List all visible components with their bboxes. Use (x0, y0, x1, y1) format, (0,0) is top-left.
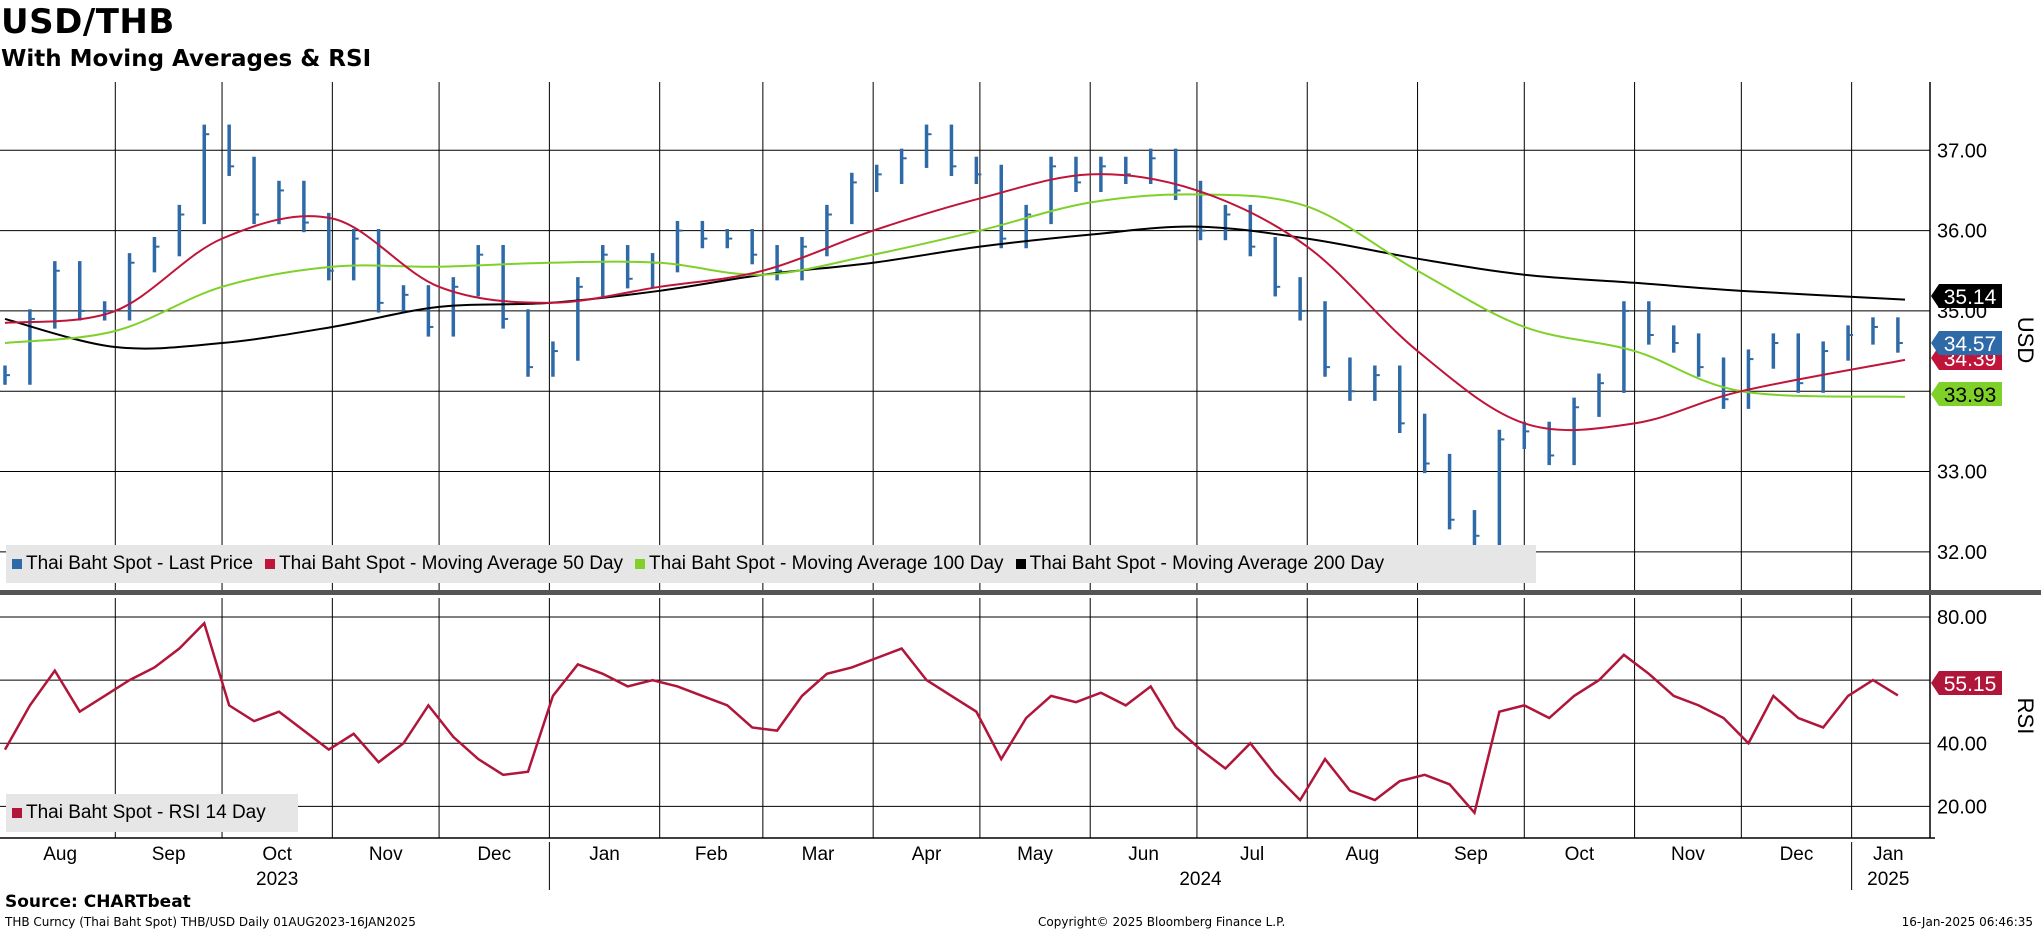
y-tick-label: 20.00 (1937, 796, 1987, 818)
y-tick-label: 32.00 (1937, 542, 1987, 564)
x-month-label: Dec (1780, 844, 1814, 865)
footer-copyright: Copyright© 2025 Bloomberg Finance L.P. (1038, 915, 1286, 929)
legend-swatch-last-price (12, 559, 22, 569)
x-month-label: Aug (1345, 844, 1379, 865)
x-month-label: Jun (1128, 844, 1159, 865)
ma100-line (4, 193, 1906, 398)
price-legend: Thai Baht Spot - Last Price Thai Baht Sp… (6, 545, 1536, 583)
x-year-label: 2023 (256, 869, 298, 890)
price-series (3, 124, 1903, 546)
gridlines (0, 82, 1930, 838)
x-month-label: Aug (43, 844, 77, 865)
last-label-ma200: 35.14 (1944, 286, 1997, 309)
last-label-price: 34.57 (1944, 333, 1997, 356)
legend-swatch-ma200 (1015, 559, 1026, 569)
chart-subtitle: With Moving Averages & RSI (1, 46, 372, 72)
y-tick-label: 37.00 (1937, 140, 1987, 162)
legend-swatch-ma50 (265, 559, 276, 569)
rsi-legend: Thai Baht Spot - RSI 14 Day (6, 794, 298, 832)
x-year-label: 2024 (1179, 869, 1222, 890)
rsi-series (3, 620, 1899, 816)
ma200-line (4, 225, 1906, 350)
last-label-ma100-bg (1931, 382, 2002, 406)
panel-divider (0, 590, 2041, 595)
legend-item-last-price: Thai Baht Spot - Last Price (12, 553, 253, 575)
moving-average-series (4, 173, 1906, 432)
legend-item-ma50: Thai Baht Spot - Moving Average 50 Day (265, 553, 623, 575)
x-month-label: Mar (802, 844, 835, 865)
x-month-label: Sep (152, 844, 186, 865)
x-month-label: Nov (1671, 844, 1705, 865)
last-label-rsi: 55.15 (1944, 673, 1997, 696)
y-axis-title: RSI (2013, 698, 2038, 735)
legend-label-ma50: Thai Baht Spot - Moving Average 50 Day (279, 553, 624, 574)
x-month-label: Oct (262, 844, 292, 865)
legend-item-ma100: Thai Baht Spot - Moving Average 100 Day (635, 553, 1004, 575)
legend-label-ma100: Thai Baht Spot - Moving Average 100 Day (649, 553, 1004, 574)
legend-swatch-rsi (12, 808, 22, 818)
axes: Aug Sep Oct Nov Dec Jan Feb Mar Apr May Jun Jul Aug S… (0, 82, 2041, 890)
y-tick-label: 80.00 (1937, 607, 1987, 629)
x-month-label: Feb (695, 844, 728, 865)
chart-title: USD/THB (1, 2, 175, 42)
legend-label-last-price: Thai Baht Spot - Last Price (26, 553, 254, 574)
x-month-label: May (1017, 844, 1053, 865)
last-label-price-bg (1931, 331, 2002, 355)
legend-item-rsi: Thai Baht Spot - RSI 14 Day (12, 802, 266, 824)
x-month-label: Jan (1873, 844, 1904, 865)
x-month-label: Apr (912, 844, 942, 865)
footer-timestamp: 16-Jan-2025 06:46:35 (1901, 915, 2033, 929)
y-axis-title: USD (2013, 317, 2038, 363)
x-month-label: Jan (589, 844, 620, 865)
legend-swatch-ma100 (635, 559, 646, 569)
source-note: Source: CHARTbeat (5, 892, 191, 912)
x-month-label: Sep (1454, 844, 1488, 865)
y-tick-label: 33.00 (1937, 462, 1987, 484)
x-month-label: Dec (477, 844, 511, 865)
last-label-rsi-bg (1931, 671, 2002, 695)
y-tick-label: 36.00 (1937, 221, 1987, 243)
x-month-label: Jul (1240, 844, 1264, 865)
ma50-line (4, 173, 1906, 432)
x-month-label: Nov (369, 844, 403, 865)
legend-label-rsi: Thai Baht Spot - RSI 14 Day (26, 802, 266, 823)
footer-ticker-info: THB Curncy (Thai Baht Spot) THB/USD Dail… (5, 915, 416, 929)
x-year-label: 2025 (1867, 869, 1909, 890)
last-label-ma200-bg (1931, 284, 2002, 308)
y-tick-label: 40.00 (1937, 733, 1987, 755)
legend-label-ma200: Thai Baht Spot - Moving Average 200 Day (1029, 553, 1385, 574)
last-label-ma100: 33.93 (1944, 384, 1997, 407)
rsi-line (3, 620, 1899, 816)
x-month-label: Oct (1565, 844, 1595, 865)
legend-item-ma200: Thai Baht Spot - Moving Average 200 Day (1015, 553, 1385, 575)
